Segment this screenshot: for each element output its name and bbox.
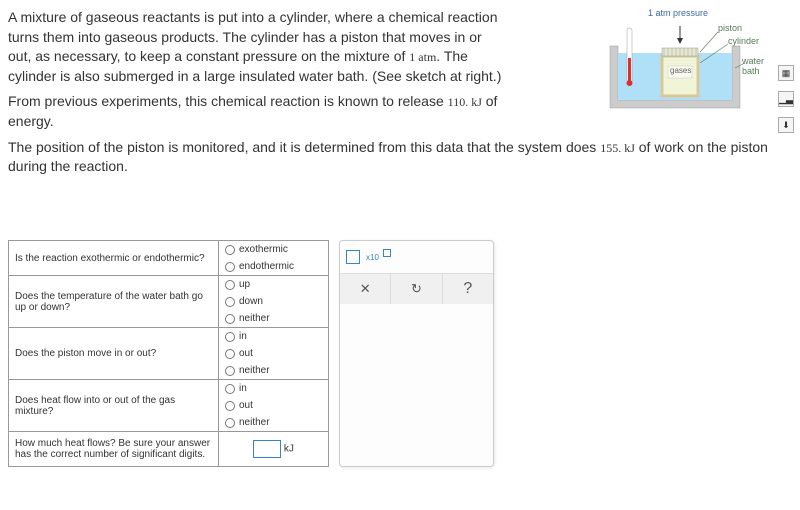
radio-down[interactable] (225, 297, 235, 307)
toolbar-bottom-row: ✕ ↻ ? (340, 273, 493, 304)
text: The position of the piston is monitored,… (8, 139, 600, 155)
problem-paragraph-1: A mixture of gaseous reactants is put in… (8, 8, 508, 86)
option-row: exothermic (219, 241, 328, 258)
waterbath-label: water bath (742, 56, 770, 76)
radio-neither[interactable] (225, 418, 235, 428)
reset-button[interactable]: ↻ (391, 274, 442, 304)
option-label: down (239, 296, 263, 307)
option-row: out (219, 345, 328, 362)
problem-paragraph-3: The position of the piston is monitored,… (8, 138, 788, 177)
question-text: Does the temperature of the water bath g… (9, 276, 219, 328)
table-row: Does heat flow into or out of the gas mi… (9, 380, 329, 432)
option-row: neither (219, 414, 328, 431)
toolbar-top-row: x10 (340, 241, 493, 273)
text: From previous experiments, this chemical… (8, 93, 448, 109)
option-label: out (239, 348, 253, 359)
question-text: Is the reaction exothermic or endothermi… (9, 241, 219, 276)
x10-label: x10 (366, 253, 379, 262)
radio-in[interactable] (225, 332, 235, 342)
sidebar-tools: ▦ ▁▃ ⬇ (778, 65, 796, 143)
radio-out[interactable] (225, 349, 235, 359)
inline-value: 155. kJ (600, 141, 635, 155)
exponent-box-icon[interactable] (383, 249, 391, 257)
problem-paragraph-2: From previous experiments, this chemical… (8, 92, 508, 131)
table-row: Does the piston move in or out? in out n… (9, 328, 329, 380)
radio-in[interactable] (225, 384, 235, 394)
option-row: neither (219, 362, 328, 379)
input-toolbar: x10 ✕ ↻ ? (339, 240, 494, 467)
option-label: in (239, 383, 247, 394)
option-row: neither (219, 310, 328, 327)
question-text: Does heat flow into or out of the gas mi… (9, 380, 219, 432)
placeholder-box-icon[interactable] (346, 250, 360, 264)
radio-endothermic[interactable] (225, 262, 235, 272)
option-row: up (219, 276, 328, 293)
apparatus-diagram: 1 atm pressure piston cylinder water bat… (590, 8, 770, 118)
question-text: Does the piston move in or out? (9, 328, 219, 380)
answer-area: Is the reaction exothermic or endothermi… (8, 240, 494, 467)
inline-value: 110. kJ (448, 95, 482, 109)
chart-icon[interactable]: ▁▃ (778, 91, 794, 107)
inline-value: 1 atm (409, 50, 436, 64)
table-row: Does the temperature of the water bath g… (9, 276, 329, 328)
calculator-icon[interactable]: ▦ (778, 65, 794, 81)
piston-label: piston (718, 23, 742, 33)
clear-button[interactable]: ✕ (340, 274, 391, 304)
options-cell: in out neither (219, 328, 329, 380)
radio-neither[interactable] (225, 314, 235, 324)
option-label: endothermic (239, 261, 294, 272)
option-label: out (239, 400, 253, 411)
option-row: down (219, 293, 328, 310)
pressure-label: 1 atm pressure (648, 8, 708, 18)
help-button[interactable]: ? (443, 274, 493, 304)
download-icon[interactable]: ⬇ (778, 117, 794, 133)
options-cell: exothermic endothermic (219, 241, 329, 276)
radio-neither[interactable] (225, 366, 235, 376)
heat-input-cell: kJ (219, 432, 329, 467)
heat-unit: kJ (284, 444, 294, 455)
option-row: endothermic (219, 258, 328, 275)
gases-label: gases (670, 66, 691, 75)
option-row: in (219, 328, 328, 345)
options-cell: up down neither (219, 276, 329, 328)
table-row: How much heat flows? Be sure your answer… (9, 432, 329, 467)
option-label: in (239, 331, 247, 342)
option-label: exothermic (239, 244, 288, 255)
options-cell: in out neither (219, 380, 329, 432)
option-label: neither (239, 313, 270, 324)
option-label: neither (239, 417, 270, 428)
radio-exothermic[interactable] (225, 245, 235, 255)
radio-out[interactable] (225, 401, 235, 411)
option-row: out (219, 397, 328, 414)
radio-up[interactable] (225, 280, 235, 290)
option-label: neither (239, 365, 270, 376)
cylinder-label: cylinder (728, 36, 759, 46)
table-row: Is the reaction exothermic or endothermi… (9, 241, 329, 276)
option-row: in (219, 380, 328, 397)
question-text: How much heat flows? Be sure your answer… (9, 432, 219, 467)
option-label: up (239, 279, 250, 290)
answer-table: Is the reaction exothermic or endothermi… (8, 240, 329, 467)
heat-value-input[interactable] (253, 440, 281, 458)
